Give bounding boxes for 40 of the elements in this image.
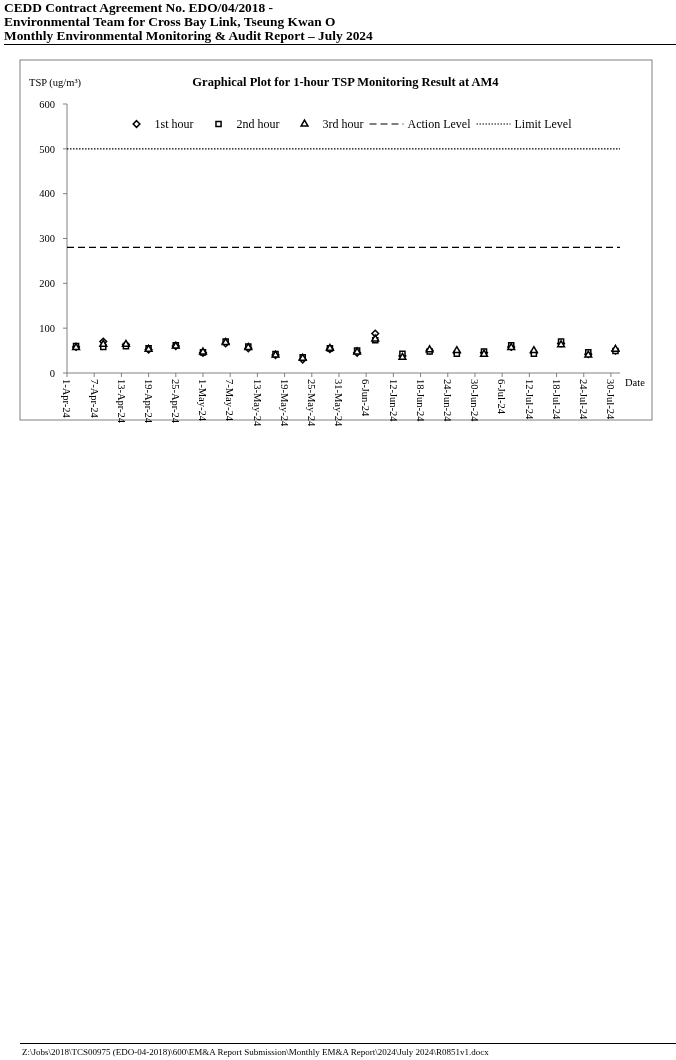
x-tick-label: 13-Apr-24: [115, 379, 127, 424]
y-tick-label: 0: [49, 367, 55, 379]
x-tick-label: 19-Apr-24: [142, 379, 154, 424]
text: Monthly Environmental Monitoring & Audit Report – July 2024: [4, 28, 374, 43]
x-tick-label: 1-Apr-24: [61, 379, 73, 419]
legend-label: 3rd hour: [322, 117, 364, 132]
chart-title: Graphical Plot for 1-hour TSP Monitoring Result at AM4: [192, 75, 500, 89]
y-tick-label: 600: [39, 98, 55, 110]
y-tick-label: 100: [39, 322, 55, 334]
text: CEDD Contract Agreement No. EDO/04/2018 -: [4, 0, 274, 15]
x-tick-label: 30-Jul-24: [605, 379, 617, 420]
x-tick-label: 13-May-24: [251, 379, 263, 427]
y-tick-label: 500: [39, 143, 55, 155]
x-axis-title: Date: [625, 377, 646, 388]
x-tick-label: 19-May-24: [278, 379, 290, 427]
legend-label: 2nd hour: [236, 117, 280, 132]
y-tick-label: 200: [39, 278, 55, 290]
x-tick-label: 12-Jun-24: [387, 379, 399, 423]
x-tick-label: 18-Jun-24: [414, 379, 426, 423]
x-tick-label: 25-Apr-24: [170, 379, 182, 424]
legend-label: Limit Level: [514, 117, 573, 132]
x-tick-label: 31-May-24: [333, 379, 345, 427]
y-axis-title: TSP (ug/m³): [29, 77, 82, 89]
x-tick-label: 1-May-24: [197, 379, 209, 422]
x-tick-label: 30-Jun-24: [469, 379, 481, 423]
x-tick-label: 7-May-24: [224, 379, 236, 422]
x-tick-label: 6-Jun-24: [360, 379, 372, 418]
legend-label: Action Level: [407, 117, 472, 132]
x-tick-label: 12-Jul-24: [523, 379, 535, 420]
x-tick-label: 24-Jul-24: [578, 379, 590, 420]
x-tick-label: 6-Jul-24: [496, 379, 508, 415]
y-tick-label: 400: [39, 188, 55, 200]
text: Z:\Jobs\2018\TCS00975 (EDO-04-2018)\600\EM&A Report Submission\Monthly EM&A Report\2024\July 2024\R0851v1.docx: [22, 1047, 490, 1057]
legend-label: 1st hour: [154, 117, 194, 132]
x-tick-label: 24-Jun-24: [442, 379, 454, 423]
text: Environmental Team for Cross Bay Link, Tseung Kwan O: [4, 14, 336, 29]
y-tick-label: 300: [39, 233, 55, 245]
x-tick-label: 7-Apr-24: [88, 379, 100, 419]
x-tick-label: 25-May-24: [306, 379, 318, 427]
x-tick-label: 18-Jul-24: [550, 379, 562, 420]
